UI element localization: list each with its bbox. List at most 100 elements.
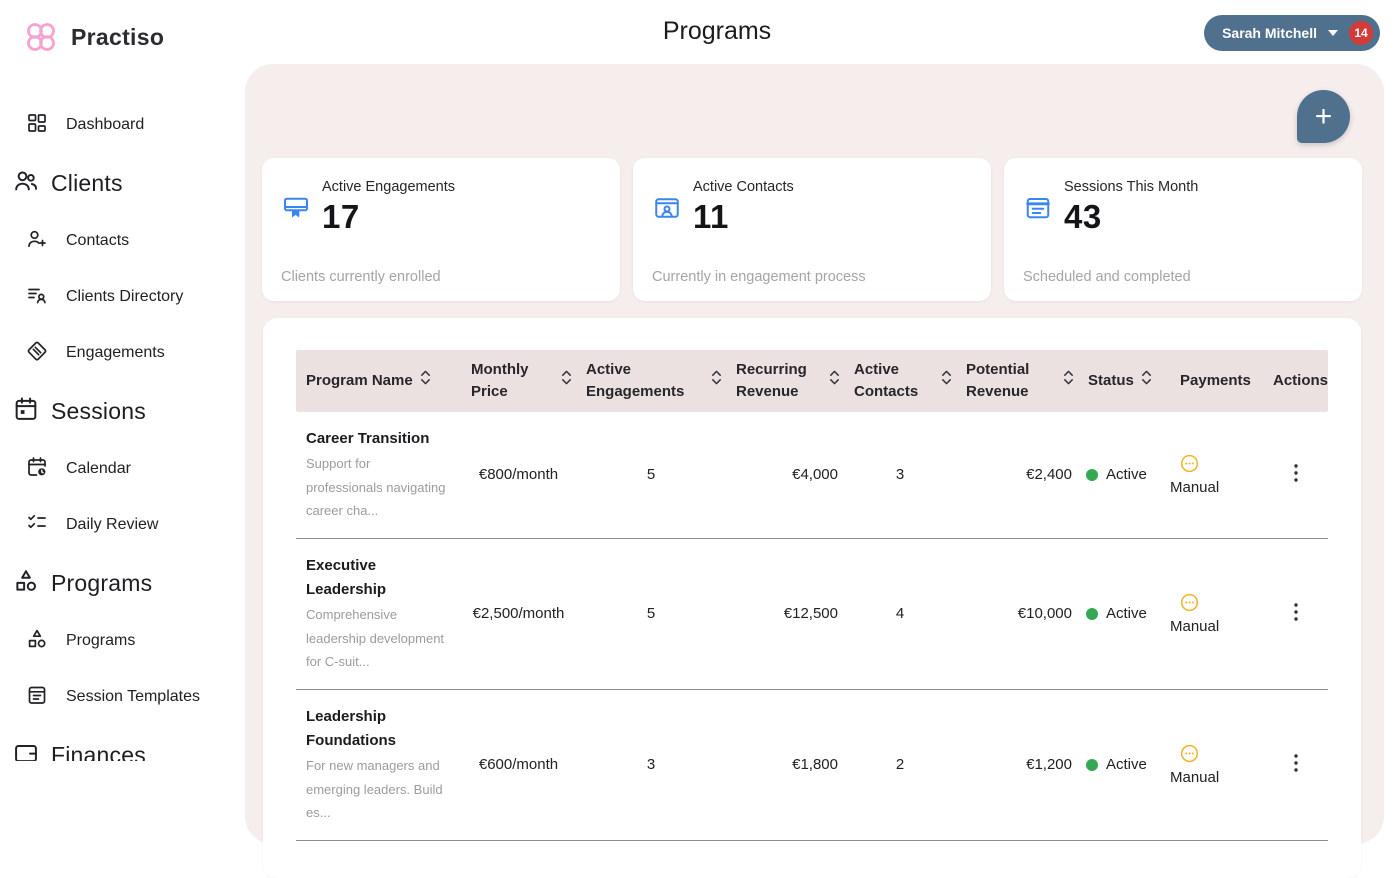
active-contacts-cell: 3 — [895, 466, 905, 484]
dashboard-icon — [25, 111, 49, 140]
shapes-icon — [25, 627, 49, 656]
potential-revenue-cell: €1,200 — [1026, 756, 1072, 774]
sidebar-section-label: Finances — [51, 741, 146, 762]
sidebar-item-dashboard[interactable]: Dashboard — [0, 97, 240, 153]
plus-icon: + — [1314, 99, 1333, 133]
sidebar-item-daily-review[interactable]: Daily Review — [0, 497, 240, 553]
active-contacts-cell: 2 — [895, 756, 905, 774]
row-actions-menu-button[interactable] — [1285, 459, 1307, 490]
column-header-program-name[interactable]: Program Name — [296, 363, 461, 399]
status-dot-icon — [1086, 607, 1098, 620]
sort-icon — [829, 369, 840, 393]
stat-card-sessions-this-month: Sessions This Month 43 Scheduled and com… — [1004, 158, 1362, 301]
sidebar-item-calendar[interactable]: Calendar — [0, 441, 240, 497]
row-actions-menu-button[interactable] — [1285, 598, 1307, 629]
chevron-down-icon — [1328, 30, 1338, 36]
monthly-price-cell: €600/month — [478, 756, 559, 774]
directory-icon — [25, 283, 49, 312]
sidebar-item-session-templates[interactable]: Session Templates — [0, 669, 240, 725]
sidebar-section-label: Programs — [51, 569, 153, 596]
recurring-revenue-cell: €12,500 — [783, 605, 838, 623]
active-engagements-cell: 5 — [646, 466, 656, 484]
row-actions-menu-button[interactable] — [1285, 749, 1307, 780]
calendar-event-icon — [12, 395, 40, 428]
payments-cell: Manual — [1170, 453, 1263, 496]
column-header-active-contacts[interactable]: Active Contacts — [844, 353, 956, 409]
sort-icon — [1141, 369, 1152, 393]
stat-title: Active Engagements — [322, 179, 455, 195]
calendar-note-icon — [25, 683, 49, 712]
column-header-status[interactable]: Status — [1078, 363, 1170, 399]
program-description: Comprehensive leadership development for… — [306, 606, 445, 670]
program-name: Executive Leadership — [306, 556, 387, 598]
sidebar-item-label: Engagements — [66, 344, 165, 361]
table-row[interactable]: Career Transition Support for profession… — [296, 412, 1328, 539]
sidebar-nav: Dashboard Clients Contacts Clients Direc… — [0, 68, 240, 761]
column-header-active-engagements[interactable]: Active Engagements — [576, 353, 726, 409]
status-badge: Active — [1078, 466, 1170, 483]
sort-icon — [711, 369, 722, 393]
brand-name: Practiso — [71, 23, 165, 50]
sidebar-item-contacts[interactable]: Contacts — [0, 213, 240, 269]
sort-icon — [941, 369, 952, 393]
sidebar: Practiso Dashboard Clients Contacts Clie… — [0, 0, 240, 761]
column-header-recurring-revenue[interactable]: Recurring Revenue — [726, 353, 844, 409]
recurring-revenue-cell: €1,800 — [792, 756, 838, 774]
page-title: Programs — [662, 17, 772, 45]
stat-title: Active Contacts — [693, 179, 794, 195]
sidebar-item-label: Calendar — [66, 460, 131, 477]
user-name: Sarah Mitchell — [1222, 25, 1317, 41]
stat-value: 11 — [693, 198, 729, 235]
recurring-revenue-cell: €4,000 — [792, 466, 838, 484]
potential-revenue-cell: €2,400 — [1026, 466, 1072, 484]
stat-subtitle: Scheduled and completed — [1023, 269, 1191, 285]
column-header-potential-revenue[interactable]: Potential Revenue — [956, 353, 1078, 409]
sidebar-section-label: Clients — [51, 169, 123, 196]
sort-icon — [1063, 369, 1074, 393]
content-panel: + Active Engagements 17 Clients currentl… — [245, 64, 1384, 878]
table-row[interactable]: Leadership Foundations For new managers … — [296, 689, 1328, 841]
table-header-row: Program Name Monthly Price Active Engage… — [296, 350, 1328, 412]
kebab-icon — [1293, 603, 1299, 625]
program-name: Leadership Foundations — [306, 707, 396, 749]
handshake-icon — [25, 339, 49, 368]
contact-photo-icon — [652, 193, 682, 223]
calendar-lines-icon — [1023, 193, 1053, 223]
column-header-actions: Actions — [1273, 372, 1329, 390]
sidebar-item-programs[interactable]: Programs — [0, 613, 240, 669]
payments-pending-icon — [1170, 743, 1200, 768]
table-row[interactable]: Executive Leadership Comprehensive leade… — [296, 538, 1328, 690]
stat-card-active-contacts: Active Contacts 11 Currently in engageme… — [633, 158, 991, 301]
sidebar-item-engagements[interactable]: Engagements — [0, 325, 240, 381]
active-engagements-cell: 5 — [646, 605, 656, 623]
program-description: Support for professionals navigating car… — [306, 456, 446, 519]
stat-value: 43 — [1064, 198, 1102, 235]
column-header-payments: Payments — [1180, 372, 1251, 390]
sort-icon — [420, 369, 431, 393]
sidebar-item-label: Daily Review — [66, 516, 159, 533]
active-contacts-cell: 4 — [895, 605, 905, 623]
add-program-button[interactable]: + — [1297, 90, 1350, 143]
column-header-monthly-price[interactable]: Monthly Price — [461, 353, 576, 409]
status-badge: Active — [1078, 756, 1170, 773]
sidebar-section-finances[interactable]: Finances — [0, 725, 240, 761]
sidebar-section-programs[interactable]: Programs — [0, 553, 240, 613]
stat-value: 17 — [322, 198, 360, 235]
status-dot-icon — [1086, 468, 1098, 481]
user-menu-button[interactable]: Sarah Mitchell 14 — [1204, 15, 1380, 51]
kebab-icon — [1293, 464, 1299, 486]
potential-revenue-cell: €10,000 — [1017, 605, 1072, 623]
sidebar-item-clients-directory[interactable]: Clients Directory — [0, 269, 240, 325]
shapes-icon — [12, 567, 40, 600]
sidebar-section-clients[interactable]: Clients — [0, 153, 240, 213]
notification-badge: 14 — [1349, 21, 1373, 45]
sidebar-section-sessions[interactable]: Sessions — [0, 381, 240, 441]
sidebar-item-label: Session Templates — [66, 688, 200, 705]
sort-icon — [561, 369, 572, 393]
status-badge: Active — [1078, 605, 1170, 622]
calendar-clock-icon — [25, 455, 49, 484]
payments-cell: Manual — [1170, 592, 1263, 635]
brand-logo[interactable]: Practiso — [0, 0, 240, 68]
stat-subtitle: Clients currently enrolled — [281, 269, 441, 285]
stat-title: Sessions This Month — [1064, 179, 1199, 195]
